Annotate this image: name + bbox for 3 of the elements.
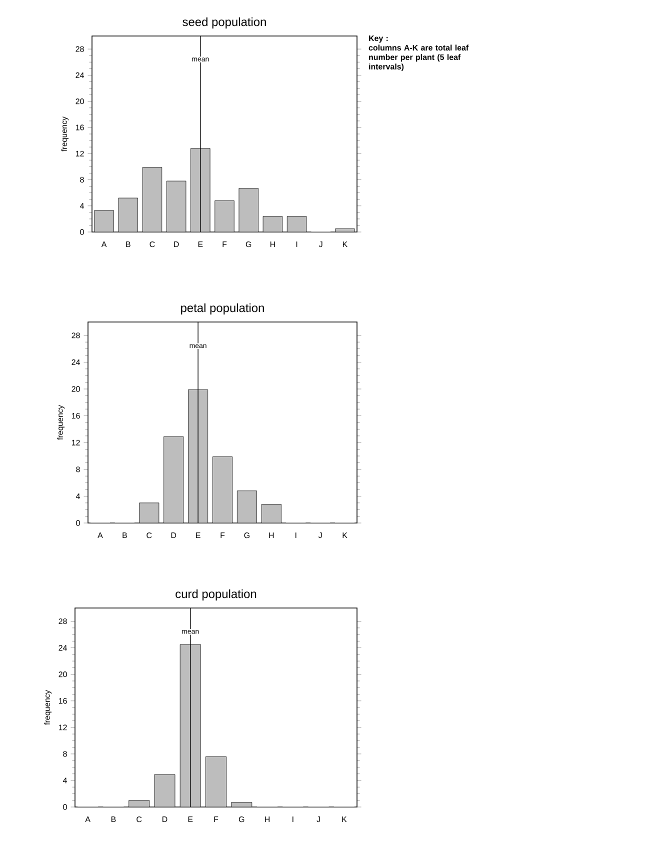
- chart-title: seed population: [182, 17, 266, 28]
- chart-title: curd population: [176, 589, 256, 601]
- chart-title: petal population: [181, 303, 264, 315]
